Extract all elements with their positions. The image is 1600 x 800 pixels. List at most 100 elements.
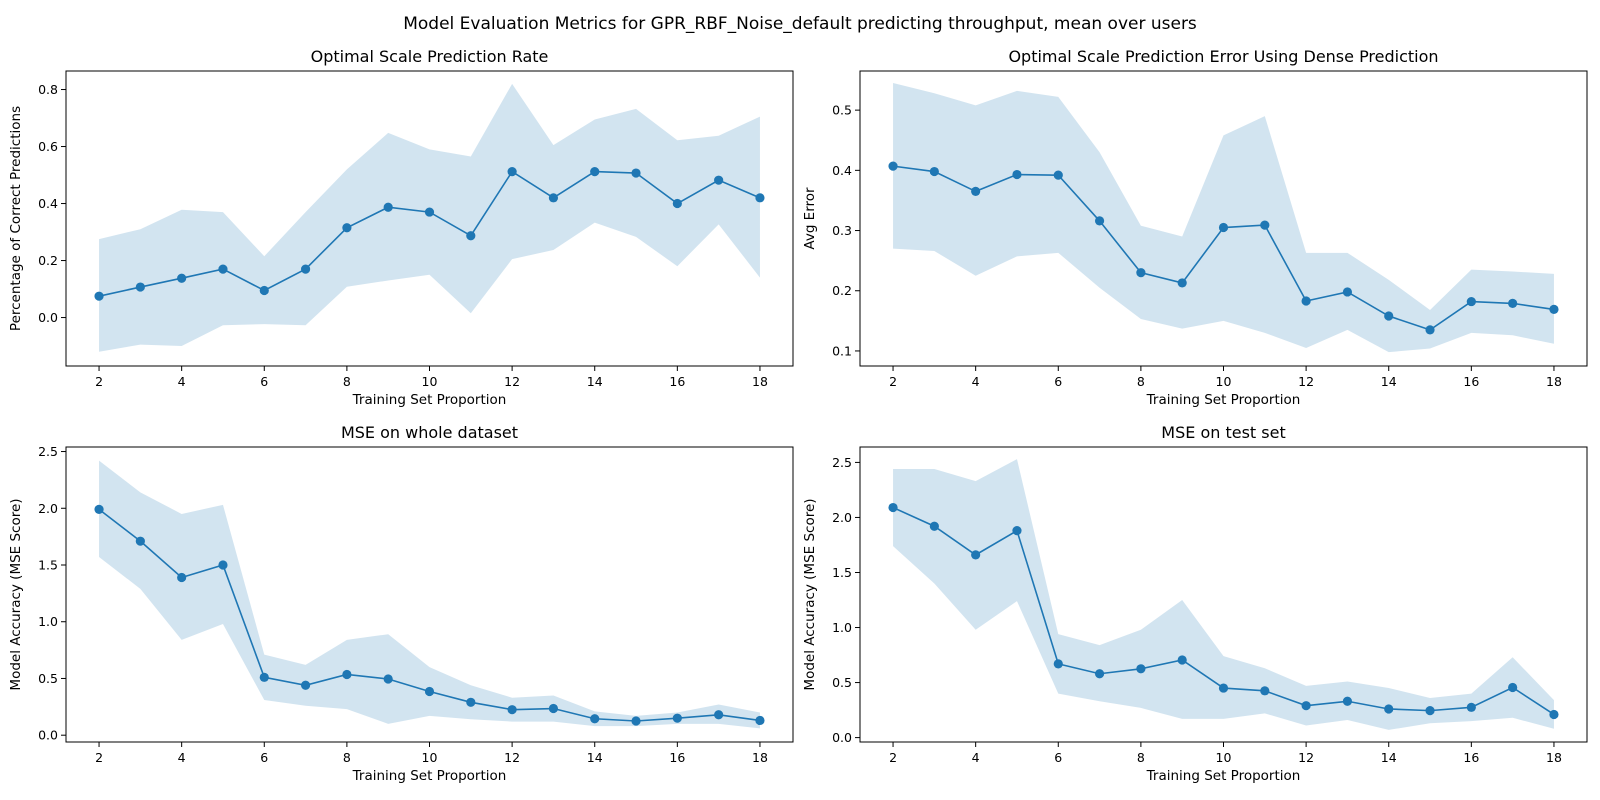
data-point <box>218 560 228 570</box>
confidence-band <box>99 83 760 352</box>
data-point <box>94 504 104 515</box>
data-point <box>631 168 641 178</box>
data-point <box>342 223 352 233</box>
x-tick-label: 12 <box>504 750 520 765</box>
panel-optimal-scale-prediction-error: 2 4 6 8 10 12 14 16 18 0.1 0.2 0.3 0.4 0.5 Optimal Sca… <box>802 47 1588 408</box>
data-point <box>714 175 724 185</box>
data-point <box>1177 655 1187 665</box>
data-point <box>424 207 435 217</box>
y-tick-label: 2.5 <box>38 444 58 459</box>
y-tick-label: 0.0 <box>38 728 58 743</box>
data-point <box>300 264 311 274</box>
data-point <box>94 291 104 301</box>
x-tick-label: 16 <box>669 750 685 765</box>
x-tick-label: 6 <box>260 750 268 765</box>
data-point <box>672 198 682 209</box>
data-point <box>218 264 228 274</box>
x-tick-label: 10 <box>422 750 438 765</box>
data-point <box>714 710 724 720</box>
data-point <box>1384 704 1394 714</box>
data-point <box>1425 706 1435 716</box>
data-point <box>971 186 981 197</box>
data-point <box>1260 686 1270 696</box>
y-tick-label: 2.5 <box>832 455 852 470</box>
x-tick-label: 4 <box>178 374 186 389</box>
x-tick-label: 8 <box>1137 750 1145 765</box>
panel-title: Optimal Scale Prediction Rate <box>311 47 549 66</box>
data-point <box>1549 709 1559 720</box>
x-tick-label: 12 <box>1298 374 1314 389</box>
x-tick-label: 8 <box>343 750 351 765</box>
data-point <box>424 686 435 697</box>
data-point <box>1012 526 1022 536</box>
x-tick-label: 12 <box>1298 750 1314 765</box>
x-tick-label: 6 <box>1054 374 1062 389</box>
data-point <box>929 521 939 531</box>
data-point <box>888 502 898 513</box>
y-tick-label: 1.5 <box>832 565 852 580</box>
x-tick-label: 10 <box>1216 374 1232 389</box>
data-point <box>1094 669 1105 679</box>
data-point <box>1508 298 1518 308</box>
data-point <box>1012 169 1022 180</box>
x-tick-label: 12 <box>504 374 520 389</box>
data-point <box>1053 659 1063 669</box>
data-point <box>1260 220 1270 230</box>
x-axis-label: Training Set Proportion <box>1146 768 1301 784</box>
y-tick-label: 2.0 <box>832 510 852 525</box>
y-tick-label: 0.2 <box>832 283 852 298</box>
x-axis-label: Training Set Proportion <box>352 768 507 784</box>
y-tick-label: 2.0 <box>38 501 58 516</box>
x-tick-label: 18 <box>752 750 768 765</box>
y-axis-label: Percentage of Correct Predictions <box>8 106 24 331</box>
y-tick-label: 1.0 <box>832 620 852 635</box>
panel-optimal-scale-prediction-rate: 2 4 6 8 10 12 14 16 18 0.0 0.2 0.4 0.6 0.8 Optimal Sca… <box>8 47 794 408</box>
x-tick-label: 16 <box>1463 750 1479 765</box>
data-point <box>929 166 939 177</box>
y-tick-label: 0.1 <box>832 343 852 358</box>
panel-title: MSE on whole dataset <box>341 423 518 442</box>
x-tick-label: 2 <box>95 374 103 389</box>
y-tick-label: 0.5 <box>832 103 852 118</box>
data-point <box>590 714 600 724</box>
data-point <box>1549 304 1559 315</box>
y-tick-label: 0.3 <box>832 223 852 238</box>
x-tick-label: 2 <box>889 750 897 765</box>
y-tick-label: 0.5 <box>38 671 58 686</box>
data-point <box>1425 325 1435 335</box>
data-point <box>755 193 765 203</box>
figure-title: Model Evaluation Metrics for GPR_RBF_Noi… <box>403 14 1197 34</box>
data-point <box>1177 278 1187 288</box>
data-point <box>631 716 641 726</box>
x-tick-label: 10 <box>1216 750 1232 765</box>
data-point <box>548 193 559 203</box>
data-point <box>1342 287 1353 297</box>
data-point <box>672 713 682 723</box>
panel-title: MSE on test set <box>1161 423 1285 442</box>
x-tick-label: 4 <box>972 750 980 765</box>
y-tick-label: 0.0 <box>38 310 58 325</box>
x-tick-label: 2 <box>95 750 103 765</box>
data-point <box>507 705 517 715</box>
confidence-band <box>893 83 1554 353</box>
data-point <box>1218 683 1229 693</box>
data-point <box>342 669 352 680</box>
y-tick-label: 0.4 <box>832 163 852 178</box>
x-tick-label: 16 <box>1463 374 1479 389</box>
data-point <box>971 550 981 560</box>
y-tick-label: 0.2 <box>38 253 58 268</box>
y-axis-label: Model Accuracy (MSE Score) <box>802 498 818 690</box>
x-tick-label: 4 <box>178 750 186 765</box>
data-point <box>383 202 393 212</box>
y-axis-label: Model Accuracy (MSE Score) <box>8 498 24 690</box>
data-point <box>590 167 600 177</box>
data-point <box>177 273 187 283</box>
x-tick-label: 18 <box>1546 750 1562 765</box>
data-point <box>1342 696 1353 706</box>
y-tick-label: 0.8 <box>38 82 58 97</box>
y-tick-label: 1.5 <box>38 558 58 573</box>
data-point <box>383 674 393 684</box>
data-point <box>548 703 559 714</box>
y-tick-label: 0.4 <box>38 196 58 211</box>
